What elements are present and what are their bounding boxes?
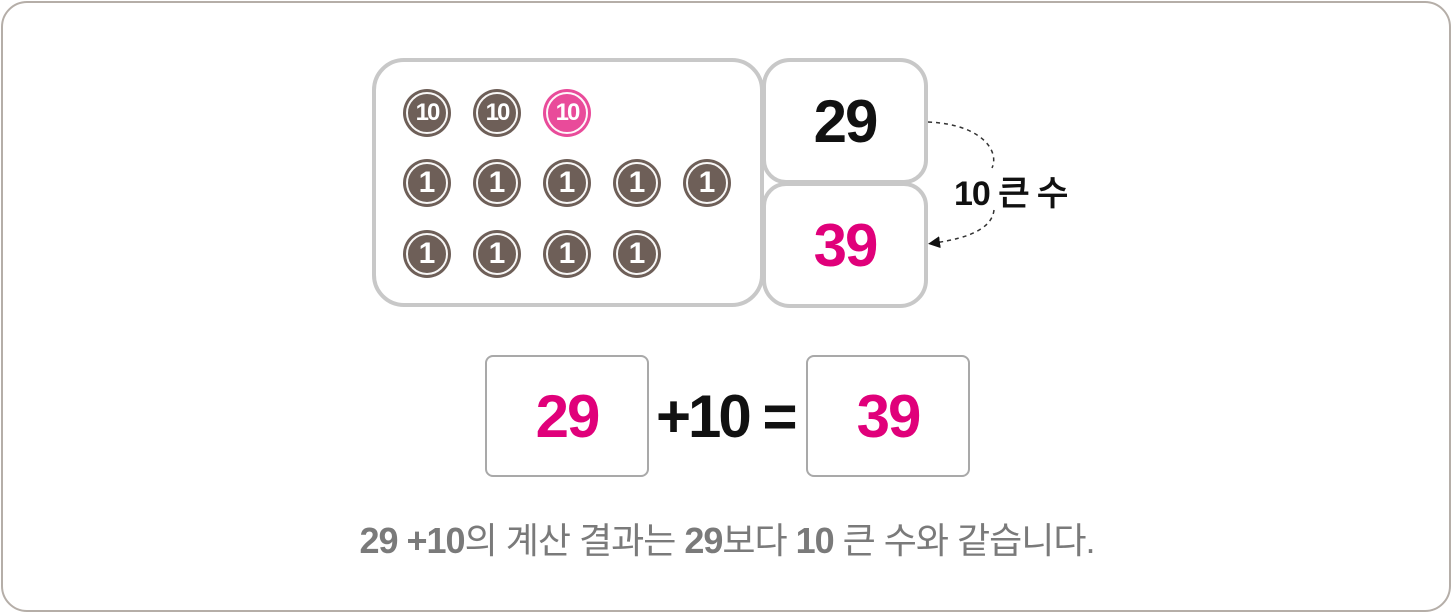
one-coin-label: 1 <box>488 166 506 199</box>
ten-coin: 10 <box>403 89 451 137</box>
coin-panel: 10 10 10 1 1 1 1 1 1 1 1 1 <box>372 58 764 307</box>
one-coin-label: 1 <box>418 166 436 199</box>
one-coin-label: 1 <box>628 166 646 199</box>
caption-text-3: 큰 수와 같습니다. <box>833 520 1096 561</box>
equation-left-box: 29 <box>485 355 649 477</box>
equation-left-value: 29 <box>535 382 601 450</box>
one-coin: 1 <box>403 230 451 278</box>
one-coin-label: 1 <box>558 237 576 270</box>
one-coin-label: 1 <box>558 166 576 199</box>
one-coin-label: 1 <box>488 237 506 270</box>
arrow-label: 10 큰 수 <box>954 175 1068 213</box>
one-coin: 1 <box>543 230 591 278</box>
one-coin-label: 1 <box>698 166 716 199</box>
ten-coin-highlighted-label: 10 <box>555 99 581 126</box>
ten-coin-highlighted: 10 <box>543 89 591 137</box>
result-number: 39 <box>813 211 879 279</box>
one-coin: 1 <box>403 159 451 207</box>
result-number-box: 39 <box>762 182 928 308</box>
ten-coin: 10 <box>473 89 521 137</box>
caption-text-1: 의 계산 결과는 <box>464 520 685 561</box>
original-number-box: 29 <box>762 58 928 184</box>
one-coin-label: 1 <box>418 237 436 270</box>
caption-bold-2: 29 <box>684 520 723 561</box>
caption-bold-1: 29 +10 <box>359 520 465 561</box>
caption-text-2: 보다 <box>722 520 796 561</box>
one-coin: 1 <box>543 159 591 207</box>
one-coin: 1 <box>683 159 731 207</box>
ten-coin-label: 10 <box>485 99 511 126</box>
caption-bold-3: 10 <box>795 520 835 561</box>
equation-right-box: 39 <box>806 355 970 477</box>
equation-operator: +10 = <box>656 383 797 450</box>
one-coin-label: 1 <box>628 237 646 270</box>
one-coin: 1 <box>473 230 521 278</box>
caption: 29 +10의 계산 결과는 29보다 10 큰 수와 같습니다. <box>0 512 1454 564</box>
original-number: 29 <box>813 87 879 155</box>
equation-right-value: 39 <box>856 382 922 450</box>
curved-arrow-icon <box>927 121 995 249</box>
ten-coin-label: 10 <box>415 99 441 126</box>
one-coin: 1 <box>613 230 661 278</box>
one-coin: 1 <box>613 159 661 207</box>
one-coin: 1 <box>473 159 521 207</box>
